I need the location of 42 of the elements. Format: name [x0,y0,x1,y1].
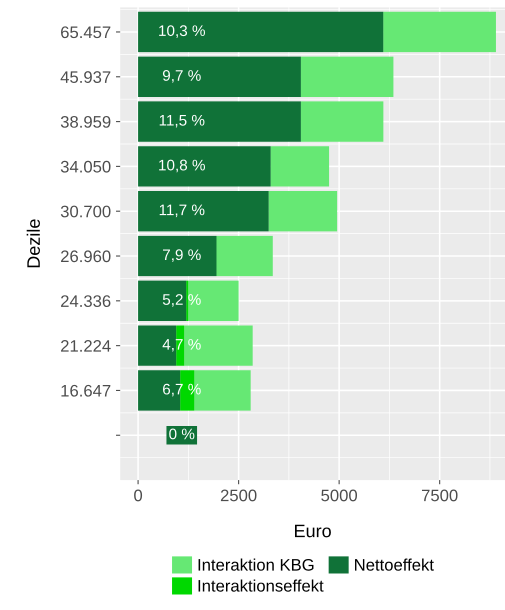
x-axis-title: Euro [295,524,331,538]
y-tick-label: 65.457 [61,26,110,38]
annotation: 10,8 % [159,160,205,172]
y-tick-label: 21.224 [61,340,111,352]
legend-label: Interaktionseffekt [198,579,324,592]
annotation: 5,2 % [162,294,201,307]
x-tick-label: 7500 [422,490,458,502]
bar [383,12,496,52]
bar [138,191,269,232]
bar [216,236,273,276]
bar [138,280,186,321]
bar [268,191,338,232]
x-tick-label: 2500 [220,490,256,502]
annotation: 10,3 % [159,25,205,38]
annotation: 0 % [169,428,194,440]
y-tick-label: 38.959 [60,116,110,128]
bar [138,12,384,52]
bar [138,236,216,276]
bar [138,101,301,142]
bar [300,56,394,97]
bar [138,146,271,187]
annotation: 4,7 % [162,338,201,352]
bar [188,280,239,321]
bar [300,101,384,142]
annotation: 11,5 % [160,114,204,128]
legend-label: Nettoeffekt [355,558,434,571]
x-tick-label: 0 [134,490,142,502]
y-tick-label: 24.336 [61,295,110,308]
y-axis-title: Dezile [26,219,40,268]
y-tick-label: 16.647 [61,384,110,397]
y-tick-label: 30.700 [60,206,111,218]
annotation: 11,7 % [160,204,204,218]
legend-label: Interaktion KBG [198,558,314,571]
bar [138,56,301,97]
y-tick-label: 34.050 [60,160,111,173]
y-tick-label: 45.937 [60,71,110,83]
bar [184,325,253,366]
y-tick-label: 26.960 [61,250,111,262]
bar [270,146,330,187]
annotation: 7,9 % [163,249,201,262]
x-tick-label: 5000 [321,490,358,502]
annotation: 9,7 % [162,70,201,83]
